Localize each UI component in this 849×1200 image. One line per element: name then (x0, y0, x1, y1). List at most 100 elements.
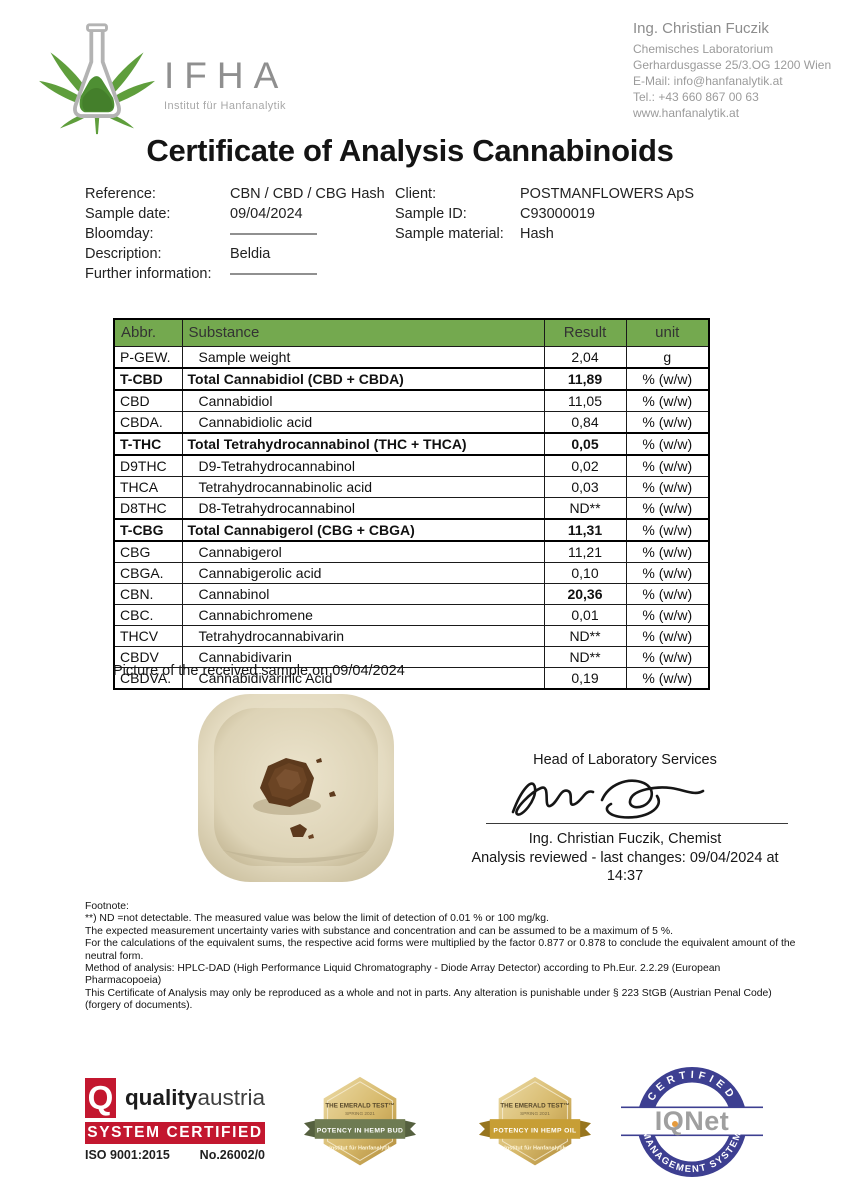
unit-cell: % (w/w) (625, 366, 710, 391)
result-cell: 20,36 (543, 582, 627, 605)
footnote-block: Footnote: **) ND =not detectable. The me… (85, 901, 799, 1013)
sample-photo (190, 690, 402, 891)
substance-cell: Tetrahydrocannabinolic acid (181, 475, 545, 498)
result-cell: 0,02 (543, 454, 627, 477)
quality-austria-wordmark: qualityaustria (125, 1085, 265, 1111)
contact-phone: Tel.: +43 660 867 00 63 (633, 90, 759, 104)
table-row: CBDV Cannabidivarin ND** % (w/w) (113, 645, 710, 668)
substance-cell: Cannabigerol (181, 540, 545, 563)
unit-cell: % (w/w) (625, 517, 710, 542)
sample-picture-caption: Picture of the received sample on 09/04/… (113, 663, 405, 679)
substance-cell: D8-Tetrahydrocannabinol (181, 496, 545, 519)
info-label: Description: (85, 246, 162, 262)
quality-austria-q-icon: Q (85, 1078, 116, 1118)
logo-text: IFHA Institut für Hanfanalytik (164, 57, 288, 112)
abbr-cell: CBG (113, 540, 183, 563)
contact-line: Chemisches Laboratorium (633, 42, 774, 56)
results-table: Abbr. Substance Result unit P-GEW. Sampl… (113, 318, 710, 690)
table-row: T-CBD Total Cannabidiol (CBD + CBDA) 11,… (113, 366, 710, 391)
badge-ribbon-label: POTENCY IN HEMP BUD (317, 1127, 404, 1134)
substance-cell: Cannabichromene (181, 603, 545, 626)
signature-review: Analysis reviewed - last changes: 09/04/… (425, 849, 825, 885)
footnote-line: For the calculations of the equivalent s… (85, 938, 796, 962)
badge-org: Institut für Hanfanalytik (329, 1146, 391, 1152)
substance-cell: D9-Tetrahydrocannabinol (181, 454, 545, 477)
table-row: P-GEW. Sample weight 2,04 g (113, 345, 710, 368)
review-time: 14:37 (606, 868, 644, 884)
abbr-cell: T-THC (113, 431, 183, 456)
footnote-line: The expected measurement uncertainty var… (85, 925, 673, 937)
info-row: Further information: —————— (85, 266, 385, 286)
table-row: T-THC Total Tetrahydrocannabinol (THC + … (113, 431, 710, 456)
iqnet-wordmark: IQNet (655, 1106, 730, 1136)
result-cell: 0,19 (543, 666, 627, 689)
table-row: T-CBG Total Cannabigerol (CBG + CBGA) 11… (113, 517, 710, 542)
abbr-cell: P-GEW. (113, 345, 183, 368)
quality-austria-logo: Q qualityaustria SYSTEM CERTIFIED ISO 90… (85, 1078, 265, 1162)
brand-bold: quality (124, 1085, 198, 1110)
substance-cell: Total Cannabidiol (CBD + CBDA) (181, 366, 545, 391)
lab-contact-block: Ing. Christian Fuczik Chemisches Laborat… (633, 20, 831, 121)
abbr-cell: T-CBD (113, 366, 183, 391)
quality-austria-brand: Q qualityaustria (85, 1078, 265, 1118)
contact-email: E-Mail: info@hanfanalytik.at (633, 74, 783, 88)
abbr-cell: THCV (113, 624, 183, 647)
brand-light: austria (197, 1085, 265, 1110)
unit-cell: % (w/w) (625, 561, 710, 584)
lab-logo: IFHA Institut für Hanfanalytik (34, 22, 288, 136)
abbr-cell: D9THC (113, 454, 183, 477)
result-cell: 0,84 (543, 410, 627, 433)
table-row: THCA Tetrahydrocannabinolic acid 0,03 % … (113, 475, 710, 498)
info-row: Reference: CBN / CBD / CBG Hash (85, 186, 385, 206)
info-value: C93000019 (520, 206, 595, 222)
substance-cell: Sample weight (181, 345, 545, 368)
emerald-test-badge-bud: THE EMERALD TEST™ SPRING 2021 POTENCY IN… (301, 1071, 419, 1188)
table-row: CBG Cannabigerol 11,21 % (w/w) (113, 540, 710, 563)
emerald-test-badge-oil: THE EMERALD TEST™ SPRING 2021 POTENCY IN… (476, 1071, 594, 1188)
unit-cell: % (w/w) (625, 582, 710, 605)
info-value: —————— (230, 266, 317, 282)
info-value: —————— (230, 226, 317, 242)
badge-season: SPRING 2021 (345, 1111, 375, 1116)
signature-role: Head of Laboratory Services (533, 752, 717, 768)
abbr-cell: CBDV (113, 645, 183, 668)
unit-cell: % (w/w) (625, 454, 710, 477)
table-row: CBN. Cannabinol 20,36 % (w/w) (113, 582, 710, 605)
result-cell: ND** (543, 496, 627, 519)
substance-cell: Tetrahydrocannabivarin (181, 624, 545, 647)
header-substance: Substance (181, 318, 545, 347)
badge-season: SPRING 2021 (520, 1111, 550, 1116)
sample-info-right: Client: POSTMANFLOWERS ApS Sample ID: C9… (395, 186, 694, 246)
abbr-cell: CBDVA. (113, 666, 183, 689)
info-label: Sample date: (85, 206, 171, 222)
table-row: D8THC D8-Tetrahydrocannabinol ND** % (w/… (113, 496, 710, 519)
info-row: Description: Beldia (85, 246, 385, 266)
hemp-leaf-flask-icon (34, 22, 160, 136)
info-value: Beldia (230, 246, 271, 262)
abbr-cell: CBD (113, 389, 183, 412)
contact-website: www.hanfanalytik.at (633, 106, 740, 120)
result-cell: 0,10 (543, 561, 627, 584)
footnote-line: Footnote: (85, 901, 129, 912)
info-row: Sample date: 09/04/2024 (85, 206, 385, 226)
info-value: 09/04/2024 (230, 206, 303, 222)
logo-subtitle: Institut für Hanfanalytik (164, 99, 286, 112)
footnote-line: This Certificate of Analysis may only be… (85, 987, 772, 1012)
abbr-cell: THCA (113, 475, 183, 498)
substance-cell: Cannabidiolic acid (181, 410, 545, 433)
footnote-line: **) ND =not detectable. The measured val… (85, 913, 549, 925)
iqnet-seal: IQNet CERTIFIED MANAGEMENT SYSTEM (619, 1062, 765, 1197)
sample-info-left: Reference: CBN / CBD / CBG Hash Sample d… (85, 186, 385, 286)
table-header-row: Abbr. Substance Result unit (113, 318, 710, 347)
abbr-cell: T-CBG (113, 517, 183, 542)
substance-cell: Cannabigerolic acid (181, 561, 545, 584)
abbr-cell: CBGA. (113, 561, 183, 584)
result-cell: ND** (543, 624, 627, 647)
review-line: Analysis reviewed - last changes: 09/04/… (471, 850, 779, 866)
unit-cell: % (w/w) (625, 431, 710, 456)
unit-cell: % (w/w) (625, 624, 710, 647)
unit-cell: g (625, 345, 710, 368)
unit-cell: % (w/w) (625, 389, 710, 412)
abbr-cell: D8THC (113, 496, 183, 519)
